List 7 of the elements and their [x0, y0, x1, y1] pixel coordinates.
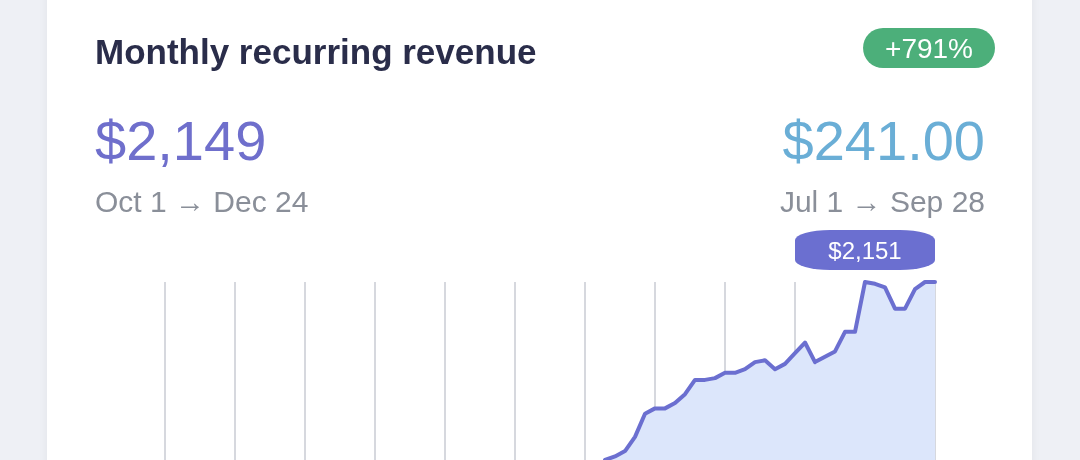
text: Oct 1 → Dec 24 [95, 184, 309, 218]
text: $241.00 [782, 108, 986, 172]
annotation: $2,151 [828, 236, 902, 264]
text: +791% [885, 32, 973, 64]
text: $2,149 [95, 108, 267, 172]
text: Jul 1 → Sep 28 [779, 184, 985, 218]
chart-title: Monthly recurring revenue [95, 32, 537, 71]
